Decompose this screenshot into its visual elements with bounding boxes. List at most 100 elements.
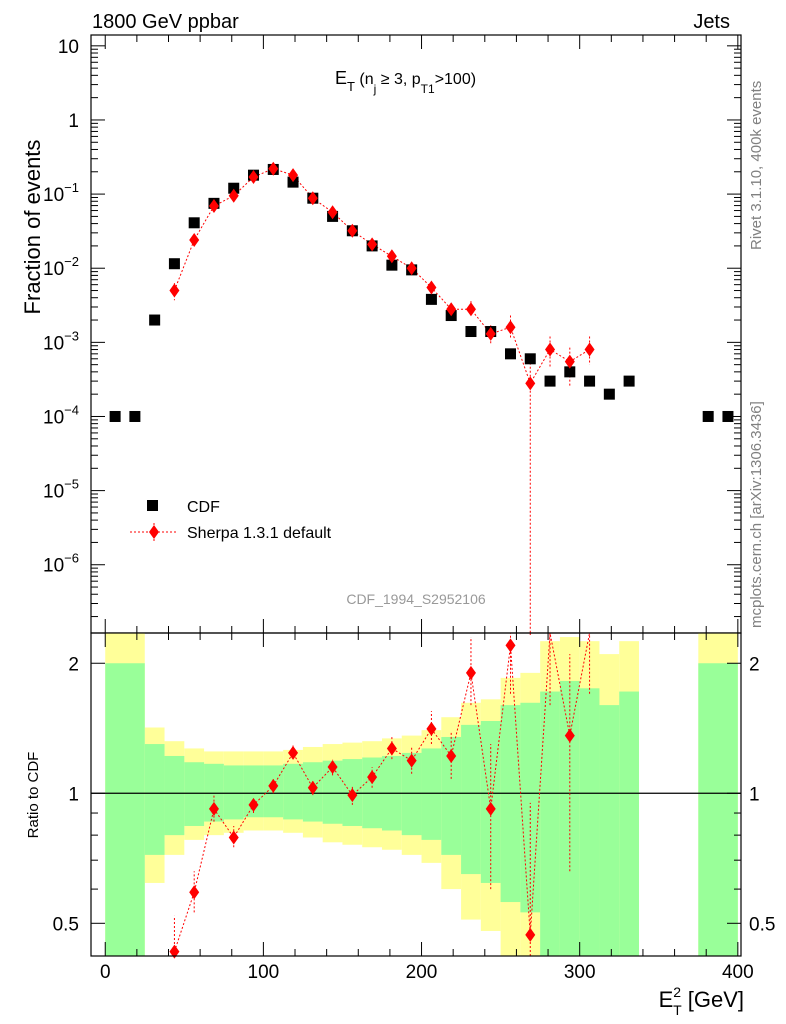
- main-plot: 10 1 10−1 10−2 10−3 10−4 10−5 10−6: [43, 34, 742, 635]
- xtick-label-0: 0: [100, 962, 111, 983]
- main-ytick-label-3: 10−2: [43, 254, 79, 280]
- legend-cdf-marker: [147, 500, 158, 511]
- header-left: 1800 GeV ppbar: [92, 11, 239, 33]
- rivet-version-label: Rivet 3.1.10, 400k events: [748, 81, 765, 250]
- ratio-point-1: [189, 885, 200, 900]
- mcplots-site-label: mcplots.cern.ch [arXiv:1306.3436]: [748, 401, 765, 628]
- sherpa-point-11: [386, 249, 397, 264]
- sherpa-point-3: [228, 188, 239, 203]
- ratio-band-inner-10: [322, 760, 343, 824]
- cdf-point-27: [702, 410, 714, 422]
- cdf-point-6: [228, 182, 240, 194]
- main-ytick-label-1: 1: [68, 111, 79, 132]
- main-y-axis-label: Fraction of events: [20, 140, 45, 315]
- ratio-point-7: [307, 780, 318, 795]
- ratio-band-inner-21: [540, 691, 560, 956]
- plot-title: ET (nj ≥ 3, pT1>100): [335, 68, 476, 96]
- header-right: Jets: [693, 11, 730, 33]
- main-frame: [90, 34, 742, 634]
- main-ytick-label-0: 10: [58, 37, 79, 58]
- sherpa-point-7: [307, 191, 318, 206]
- ratio-point-6: [288, 745, 299, 760]
- sherpa-point-12: [406, 261, 417, 276]
- x-axis-label: E2 T [GeV]: [659, 984, 744, 1018]
- ratio-plot: 0.5 0.5 1 1 2 2 0 100 200 300 400: [53, 632, 775, 983]
- ratio-band-inner-26: [698, 663, 738, 956]
- ratio-band-inner-3: [184, 762, 205, 826]
- xtick-label-3: 300: [564, 962, 596, 983]
- ratio-band-inner-24: [599, 705, 620, 956]
- main-ytick-label-4: 10−3: [43, 328, 79, 354]
- sherpa-point-13: [426, 280, 437, 295]
- ratio-frame: [90, 632, 742, 957]
- sherpa-point-9: [347, 223, 358, 238]
- ratio-point-17: [505, 638, 516, 653]
- main-ytick-label-7: 10−6: [43, 551, 79, 577]
- legend: CDF Sherpa 1.3.1 default: [130, 499, 332, 542]
- ratio-ytick-label-right-1: 1: [749, 784, 760, 805]
- sherpa-point-15: [465, 302, 476, 317]
- analysis-watermark: CDF_1994_S2952106: [346, 591, 486, 607]
- main-ytick-label-6: 10−5: [43, 477, 79, 503]
- xtick-label-2: 200: [406, 962, 438, 983]
- sherpa-point-5: [268, 161, 279, 176]
- cdf-point-24: [584, 375, 596, 387]
- ratio-band-inner-0: [105, 663, 145, 956]
- main-ytick-label-5: 10−4: [43, 402, 79, 428]
- ratio-band-inner-2: [164, 755, 185, 836]
- sherpa-point-6: [288, 168, 299, 183]
- ratio-point-5: [268, 778, 279, 793]
- ratio-point-0: [169, 944, 180, 959]
- xtick-label-4: 400: [722, 962, 754, 983]
- ratio-band-inner-8: [283, 763, 303, 820]
- sherpa-point-21: [584, 342, 595, 357]
- ratio-point-3: [228, 830, 239, 845]
- cdf-point-14: [386, 259, 398, 271]
- sherpa-point-4: [248, 170, 259, 185]
- cdf-point-3: [168, 258, 180, 270]
- ratio-band-inner-23: [579, 688, 600, 956]
- sherpa-point-10: [367, 237, 378, 252]
- cdf-point-16: [425, 293, 437, 305]
- ratio-band-inner-16: [441, 736, 462, 855]
- sherpa-point-18: [525, 376, 536, 391]
- sherpa-point-8: [327, 205, 338, 220]
- cdf-point-22: [544, 375, 556, 387]
- sherpa-point-2: [208, 199, 219, 214]
- ratio-point-11: [386, 741, 397, 756]
- cdf-point-0: [109, 410, 121, 422]
- cdf-point-4: [188, 217, 200, 229]
- sherpa-series-line: [173, 168, 590, 385]
- ratio-band-inner-1: [144, 744, 165, 855]
- cdf-point-20: [504, 348, 516, 360]
- ratio-ytick-label-left-2: 2: [68, 654, 79, 675]
- legend-cdf-label: CDF: [187, 499, 220, 516]
- sherpa-point-14: [446, 302, 457, 317]
- ratio-band-inner-25: [619, 691, 639, 956]
- ratio-point-13: [426, 721, 437, 736]
- cdf-point-1: [129, 410, 141, 422]
- ratio-band-inner-17: [461, 724, 481, 875]
- ratio-band-inner-6: [243, 765, 264, 818]
- ratio-ytick-label-right-2: 2: [749, 654, 760, 675]
- ratio-point-16: [485, 801, 496, 816]
- sherpa-point-17: [505, 320, 516, 335]
- cdf-point-26: [623, 375, 635, 387]
- ratio-point-12: [406, 753, 417, 768]
- ratio-point-2: [208, 801, 219, 816]
- cdf-point-18: [465, 326, 477, 338]
- ratio-band-inner-19: [500, 705, 521, 903]
- ratio-point-20: [564, 728, 575, 743]
- ratio-point-14: [446, 748, 457, 763]
- ratio-point-15: [465, 665, 476, 680]
- ratio-point-9: [347, 788, 358, 803]
- sherpa-point-1: [189, 233, 200, 248]
- ratio-ytick-label-left-0: 0.5: [53, 914, 79, 935]
- ratio-point-18: [525, 927, 536, 942]
- ratio-point-8: [327, 760, 338, 775]
- legend-sherpa-label: Sherpa 1.3.1 default: [187, 525, 332, 542]
- ratio-point-4: [248, 797, 259, 812]
- ratio-point-10: [367, 770, 378, 785]
- main-ytick-label-2: 10−1: [43, 180, 79, 206]
